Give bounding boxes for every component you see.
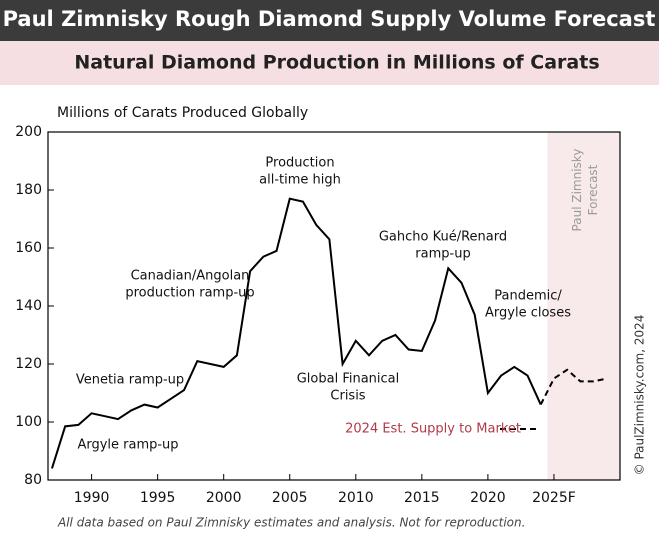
y-tick-label: 120 xyxy=(15,356,42,372)
copyright: © PaulZimnisky.com, 2024 xyxy=(633,315,647,476)
annotation: Crisis xyxy=(330,389,365,404)
y-tick-label: 80 xyxy=(24,472,42,488)
annotation: Argyle ramp-up xyxy=(77,438,178,453)
x-tick-label: 2025F xyxy=(532,490,576,506)
title-band xyxy=(0,0,659,41)
annotation: Venetia ramp-up xyxy=(76,373,184,388)
chart-subtitle: Natural Diamond Production in Millions o… xyxy=(74,52,599,74)
data-line xyxy=(539,368,608,406)
x-tick-label: 2005 xyxy=(272,490,308,506)
x-tick-label: 2000 xyxy=(206,490,242,506)
y-axis-label: Millions of Carats Produced Globally xyxy=(57,105,308,121)
annotation: Gahcho Kué/Renard xyxy=(379,230,507,245)
y-tick-label: 160 xyxy=(15,240,42,256)
y-tick-label: 200 xyxy=(15,124,42,140)
annotation: production ramp-up xyxy=(125,286,254,301)
x-tick-label: 2010 xyxy=(338,490,374,506)
legend-label: 2024 Est. Supply to Market xyxy=(345,422,521,437)
data-line xyxy=(51,197,542,469)
footnote: All data based on Paul Zimnisky estimate… xyxy=(57,516,525,530)
annotation: ramp-up xyxy=(415,247,470,262)
y-tick-label: 180 xyxy=(15,182,42,198)
forecast-region xyxy=(547,132,620,480)
x-tick-label: 1990 xyxy=(74,490,110,506)
forecast-label: Forecast xyxy=(586,164,600,215)
x-tick-label: 2020 xyxy=(470,490,506,506)
y-tick-label: 140 xyxy=(15,298,42,314)
annotation: all-time high xyxy=(259,173,341,188)
annotation: Global Finanical xyxy=(297,372,400,387)
chart-title: Paul Zimnisky Rough Diamond Supply Volum… xyxy=(3,7,656,31)
annotation: Production xyxy=(265,156,334,171)
annotation: Canadian/Angolan xyxy=(131,269,250,284)
annotation: Argyle closes xyxy=(485,306,571,321)
x-tick-label: 2015 xyxy=(404,490,440,506)
y-tick-label: 100 xyxy=(15,414,42,430)
annotation: Pandemic/ xyxy=(494,289,562,304)
x-tick-label: 1995 xyxy=(140,490,176,506)
forecast-label: Paul Zimnisky xyxy=(570,149,584,232)
subtitle-band xyxy=(0,41,659,85)
